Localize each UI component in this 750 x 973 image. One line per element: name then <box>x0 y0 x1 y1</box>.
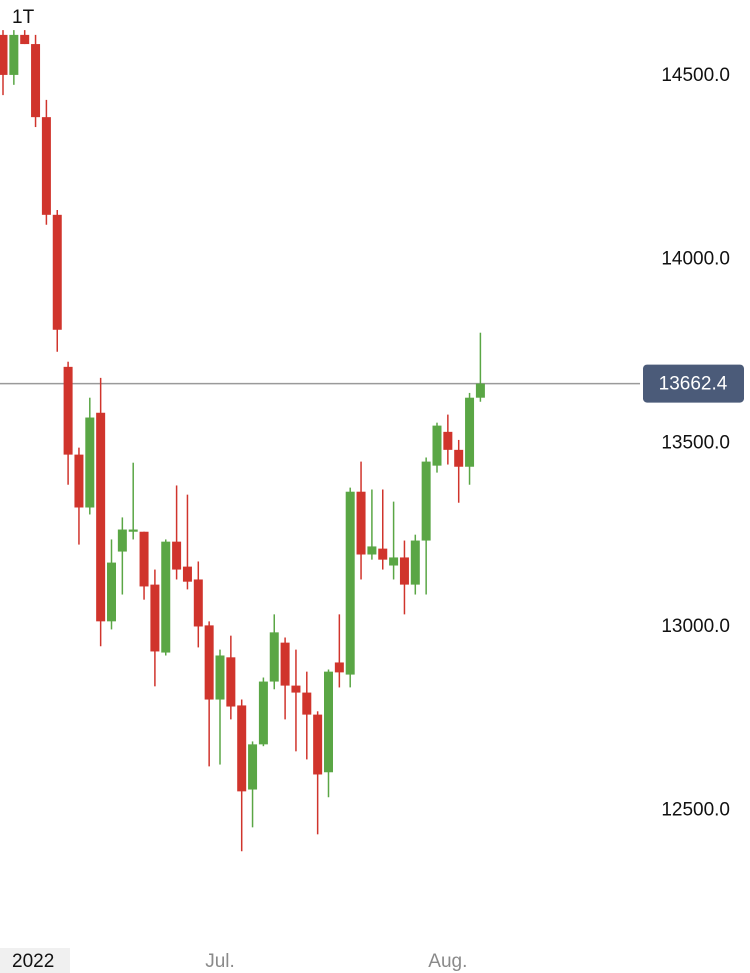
candle-body <box>399 557 409 585</box>
candle-body <box>432 425 442 466</box>
candle-body <box>182 566 192 582</box>
candle-body <box>204 625 214 700</box>
candle-body <box>248 744 258 790</box>
candle-body <box>367 546 377 555</box>
price-tag-label: 13662.4 <box>659 374 728 395</box>
x-label-bg <box>0 948 70 973</box>
y-tick-label: 13500.0 <box>661 432 730 453</box>
candle-body <box>389 557 399 566</box>
candle-body <box>313 714 323 775</box>
candle-body <box>345 491 355 675</box>
candle-body <box>258 681 268 745</box>
candle-body <box>85 417 95 508</box>
candle-body <box>139 531 149 587</box>
candle-body <box>117 529 127 552</box>
candle-body <box>107 562 116 622</box>
interval-label: 1T <box>12 7 35 28</box>
candle-body <box>52 214 62 330</box>
candle-body <box>291 685 301 693</box>
candle-body <box>150 584 160 652</box>
candle-body <box>31 44 41 118</box>
candle-body <box>161 541 171 653</box>
x-tick-label: Aug. <box>428 951 467 972</box>
y-tick-label: 13000.0 <box>661 616 730 637</box>
candle-body <box>454 449 464 467</box>
candle-body <box>443 431 453 450</box>
x-tick-label: Jul. <box>205 951 235 972</box>
candle-body <box>421 461 431 541</box>
candle-body <box>280 642 290 686</box>
candle-body <box>324 671 333 773</box>
candle-body <box>269 632 279 682</box>
candle-body <box>378 548 388 560</box>
candle-body <box>128 529 138 532</box>
price-tag <box>643 364 744 403</box>
candle-body <box>41 117 51 215</box>
candle-body <box>96 412 106 622</box>
y-tick-label: 12500.0 <box>661 799 730 820</box>
candle-body <box>475 383 485 398</box>
candle-body <box>226 657 236 707</box>
candle-body <box>302 692 312 715</box>
candle-body <box>237 705 247 792</box>
candle-body <box>193 579 203 627</box>
y-tick-label: 14500.0 <box>661 65 730 86</box>
candle-body <box>63 366 73 455</box>
candle-body <box>410 540 420 585</box>
x-tick-label: 2022 <box>12 951 54 972</box>
candle-body <box>215 655 225 700</box>
candle-body <box>9 34 19 75</box>
y-tick-label: 14000.0 <box>661 249 730 270</box>
candle-body <box>334 662 344 673</box>
candle-body <box>20 34 30 45</box>
candle-body <box>465 397 475 467</box>
candle-body <box>172 541 182 570</box>
candle-body <box>356 491 366 555</box>
candle-body <box>0 34 8 75</box>
candle-body <box>74 454 84 508</box>
